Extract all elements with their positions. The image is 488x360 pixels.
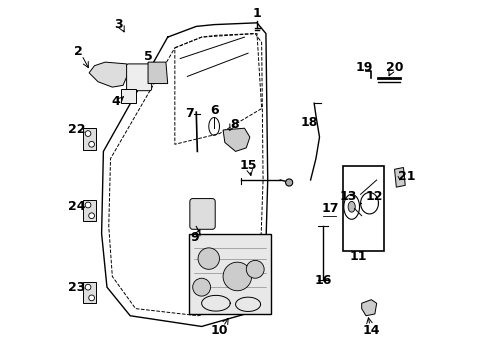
Text: 14: 14 xyxy=(362,324,379,337)
Text: 20: 20 xyxy=(385,61,403,74)
Polygon shape xyxy=(361,300,376,316)
Circle shape xyxy=(198,248,219,269)
Circle shape xyxy=(88,295,94,301)
Polygon shape xyxy=(83,282,96,303)
Circle shape xyxy=(88,213,94,219)
Polygon shape xyxy=(83,200,96,221)
Text: 3: 3 xyxy=(114,18,123,31)
Text: 6: 6 xyxy=(209,104,218,117)
Text: 5: 5 xyxy=(143,50,152,63)
Text: 21: 21 xyxy=(397,170,415,183)
Text: 18: 18 xyxy=(300,116,317,129)
Circle shape xyxy=(85,131,91,136)
Circle shape xyxy=(88,141,94,147)
Circle shape xyxy=(223,262,251,291)
Text: 23: 23 xyxy=(68,281,85,294)
Text: 24: 24 xyxy=(68,200,85,213)
Text: 7: 7 xyxy=(184,107,193,120)
Bar xyxy=(342,166,383,251)
Text: 1: 1 xyxy=(252,8,261,21)
Polygon shape xyxy=(83,128,96,150)
Text: 13: 13 xyxy=(339,190,356,203)
Circle shape xyxy=(285,179,292,186)
Circle shape xyxy=(192,278,210,296)
Polygon shape xyxy=(394,167,405,187)
Text: 12: 12 xyxy=(365,190,382,203)
Text: 16: 16 xyxy=(314,274,331,287)
Text: 22: 22 xyxy=(68,123,85,136)
Bar xyxy=(121,89,135,103)
Text: 8: 8 xyxy=(230,118,238,131)
Text: 9: 9 xyxy=(190,231,199,244)
Polygon shape xyxy=(89,62,128,87)
Circle shape xyxy=(85,284,91,290)
Polygon shape xyxy=(148,62,167,84)
Text: 19: 19 xyxy=(355,61,372,74)
Text: 2: 2 xyxy=(74,45,82,58)
Text: 15: 15 xyxy=(239,159,256,172)
Text: 11: 11 xyxy=(349,250,367,263)
Text: 10: 10 xyxy=(210,324,228,337)
Polygon shape xyxy=(347,202,354,212)
Polygon shape xyxy=(223,128,249,152)
Text: 17: 17 xyxy=(321,202,338,215)
Circle shape xyxy=(85,202,91,208)
Text: 4: 4 xyxy=(111,95,120,108)
Polygon shape xyxy=(189,234,271,314)
Circle shape xyxy=(246,260,264,278)
FancyBboxPatch shape xyxy=(189,199,215,229)
FancyBboxPatch shape xyxy=(126,64,151,91)
